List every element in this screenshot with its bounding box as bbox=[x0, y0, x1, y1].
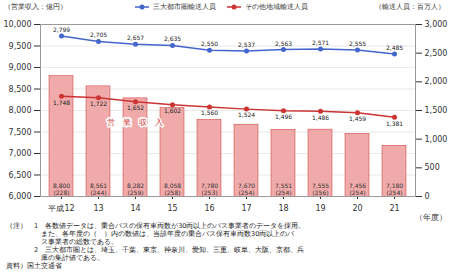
html-text:2 三大都市圏とは、埼玉、千葉、東京、神奈川、愛知、三重、岐: 2 三大都市圏とは、埼玉、千葉、東京、神奈川、愛知、三重、岐阜、大阪、京都、兵 bbox=[6, 246, 305, 254]
svg-text:7,500: 7,500 bbox=[9, 128, 32, 137]
svg-text:2,500: 2,500 bbox=[425, 49, 448, 58]
svg-text:(259): (259) bbox=[127, 189, 143, 196]
svg-text:7,780: 7,780 bbox=[201, 182, 218, 189]
svg-text:6,500: 6,500 bbox=[9, 171, 32, 180]
svg-text:1,748: 1,748 bbox=[53, 99, 70, 106]
html-text:ス事業者の総数である。: ス事業者の総数である。 bbox=[6, 238, 118, 246]
svg-text:2,635: 2,635 bbox=[164, 35, 181, 42]
svg-text:7,180: 7,180 bbox=[386, 182, 403, 189]
svg-text:(253): (253) bbox=[201, 189, 217, 196]
svg-text:17: 17 bbox=[241, 204, 251, 213]
svg-text:3,000: 3,000 bbox=[425, 20, 448, 29]
svg-text:1,000: 1,000 bbox=[425, 135, 448, 144]
svg-text:14: 14 bbox=[130, 204, 140, 213]
svg-text:0: 0 bbox=[425, 192, 430, 201]
svg-text:2,550: 2,550 bbox=[201, 40, 218, 47]
svg-text:(244): (244) bbox=[90, 189, 106, 196]
svg-text:16: 16 bbox=[204, 204, 214, 213]
html-text:三大都市圏輸送人員: 三大都市圏輸送人員 bbox=[153, 3, 216, 11]
html-text:その他地域輸送人員: その他地域輸送人員 bbox=[245, 3, 308, 11]
svg-text:7,670: 7,670 bbox=[238, 182, 255, 189]
html-text:また、各年度の（ ）内の数値は、当該年度の乗合バス保有車両数: また、各年度の（ ）内の数値は、当該年度の乗合バス保有車両数30両以上のバ bbox=[6, 230, 295, 238]
html-text:（営業収入：億円）: （営業収入：億円） bbox=[4, 3, 67, 11]
svg-text:1,459: 1,459 bbox=[349, 115, 366, 122]
svg-text:8,500: 8,500 bbox=[9, 85, 32, 94]
svg-text:2,537: 2,537 bbox=[238, 41, 255, 48]
svg-text:1,722: 1,722 bbox=[90, 100, 107, 107]
svg-text:1,560: 1,560 bbox=[201, 109, 218, 116]
svg-text:1,602: 1,602 bbox=[164, 107, 181, 114]
svg-text:8,000: 8,000 bbox=[9, 106, 32, 115]
svg-text:7,555: 7,555 bbox=[312, 182, 329, 189]
svg-text:(254): (254) bbox=[275, 189, 291, 196]
svg-text:18: 18 bbox=[278, 204, 288, 213]
svg-text:(258): (258) bbox=[164, 189, 180, 196]
svg-text:1,500: 1,500 bbox=[425, 106, 448, 115]
svg-text:10,000: 10,000 bbox=[4, 20, 32, 29]
svg-text:8,282: 8,282 bbox=[127, 182, 144, 189]
svg-text:9,500: 9,500 bbox=[9, 42, 32, 51]
svg-text:1,381: 1,381 bbox=[386, 120, 403, 127]
html-text:（輸送人員：百万人）: （輸送人員：百万人） bbox=[375, 3, 445, 11]
svg-text:2,555: 2,555 bbox=[349, 40, 366, 47]
svg-text:9,000: 9,000 bbox=[9, 63, 32, 72]
svg-text:(228): (228) bbox=[53, 189, 69, 196]
svg-text:（年度）: （年度） bbox=[415, 213, 447, 222]
svg-text:2,571: 2,571 bbox=[312, 39, 329, 46]
svg-text:(254): (254) bbox=[349, 189, 365, 196]
html-text:資料）国土交通省: 資料）国土交通省 bbox=[6, 262, 62, 270]
svg-text:13: 13 bbox=[93, 204, 103, 213]
svg-text:500: 500 bbox=[425, 163, 440, 172]
svg-text:1,652: 1,652 bbox=[127, 104, 144, 111]
svg-text:1,486: 1,486 bbox=[312, 114, 329, 121]
svg-text:7,456: 7,456 bbox=[349, 182, 366, 189]
svg-text:20: 20 bbox=[352, 204, 362, 213]
svg-text:(254): (254) bbox=[238, 189, 254, 196]
svg-text:2,485: 2,485 bbox=[386, 44, 403, 51]
svg-text:7,551: 7,551 bbox=[275, 182, 292, 189]
svg-text:8,800: 8,800 bbox=[53, 182, 70, 189]
svg-text:21: 21 bbox=[389, 204, 399, 213]
html-text:庫の集計値である。: 庫の集計値である。 bbox=[6, 254, 104, 262]
svg-text:平成12: 平成12 bbox=[48, 204, 74, 213]
svg-text:(254): (254) bbox=[386, 189, 402, 196]
svg-text:営 業 収 入: 営 業 収 入 bbox=[107, 118, 163, 127]
html-text:（注） 1 各数値データは、乗合バスの保有車両数が30両以上: （注） 1 各数値データは、乗合バスの保有車両数が30両以上のバス事業者のデータ… bbox=[6, 222, 306, 230]
svg-text:1,496: 1,496 bbox=[275, 113, 292, 120]
svg-text:2,705: 2,705 bbox=[90, 31, 107, 38]
svg-text:8,058: 8,058 bbox=[164, 182, 181, 189]
svg-text:2,799: 2,799 bbox=[53, 26, 70, 33]
svg-text:6,000: 6,000 bbox=[9, 192, 32, 201]
svg-text:15: 15 bbox=[167, 204, 177, 213]
svg-text:2,563: 2,563 bbox=[275, 40, 292, 47]
svg-text:19: 19 bbox=[315, 204, 325, 213]
svg-text:2,000: 2,000 bbox=[425, 77, 448, 86]
svg-text:7,000: 7,000 bbox=[9, 149, 32, 158]
svg-text:8,561: 8,561 bbox=[90, 182, 107, 189]
svg-text:(256): (256) bbox=[312, 189, 328, 196]
svg-text:1,524: 1,524 bbox=[238, 111, 255, 118]
svg-text:2,657: 2,657 bbox=[127, 34, 144, 41]
